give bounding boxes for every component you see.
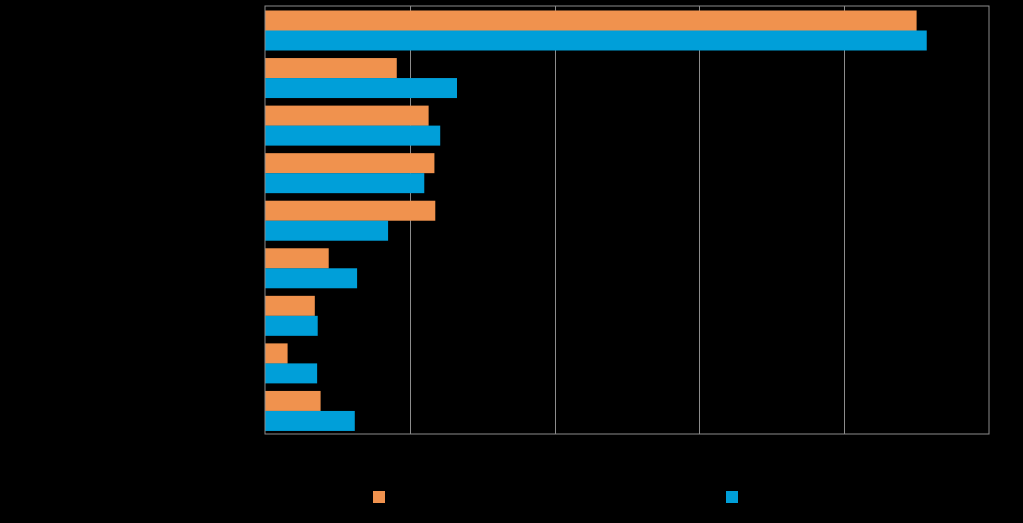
bar-series-1-row-7 (265, 295, 315, 316)
bar-series-1-row-2 (265, 58, 397, 79)
bar-series-2-row-3 (265, 125, 441, 146)
gridlines (410, 6, 845, 434)
bar-series-1-row-9 (265, 390, 321, 411)
bar-series-1-row-3 (265, 105, 429, 126)
legend-swatch-series-1 (373, 491, 385, 503)
bars (265, 10, 927, 431)
bar-series-2-row-8 (265, 363, 318, 384)
bar-series-2-row-1 (265, 30, 927, 51)
plot-frame (264, 5, 990, 435)
bar-series-2-row-4 (265, 173, 425, 194)
bar-series-1-row-4 (265, 153, 435, 174)
bar-series-1-row-6 (265, 248, 329, 269)
bar-series-2-row-2 (265, 78, 458, 99)
bar-series-1-row-8 (265, 343, 288, 364)
bar-series-2-row-5 (265, 220, 389, 241)
bar-series-1-row-1 (265, 10, 917, 31)
legend-swatch-series-2 (726, 491, 738, 503)
bar-series-2-row-9 (265, 410, 355, 431)
bar-series-2-row-7 (265, 315, 318, 336)
bar-series-1-row-5 (265, 200, 436, 221)
bar-series-2-row-6 (265, 268, 358, 289)
